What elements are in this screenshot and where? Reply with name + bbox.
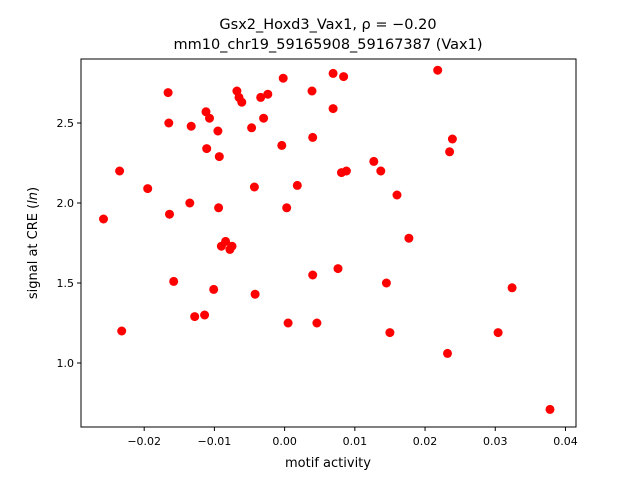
chart-title-line1: Gsx2_Hoxd3_Vax1, ρ = −0.20 [219,17,436,33]
data-point [237,97,247,107]
data-point [385,328,395,338]
data-point [164,118,174,128]
y-tick-label: 2.0 [57,197,75,210]
data-point [247,123,257,133]
x-tick-label: 0.01 [343,435,368,448]
x-tick-label: 0.02 [413,435,438,448]
data-point [283,318,293,328]
data-point [278,73,288,83]
x-axis-ticks: −0.02 −0.01 0.00 0.01 0.02 0.03 0.04 [127,427,578,448]
data-point [227,241,237,251]
x-tick-label: 0.00 [272,435,297,448]
y-axis-label: signal at CRE (ln) [26,187,41,299]
x-tick-label: 0.04 [553,435,578,448]
data-point [339,72,349,82]
data-point [256,92,266,102]
data-point [200,310,210,320]
data-point [185,198,195,208]
data-point [186,121,196,131]
data-point [445,147,455,157]
data-point [507,283,517,293]
data-point [277,140,287,150]
data-point [312,318,322,328]
data-point [443,348,452,358]
data-point [190,312,200,322]
data-point [292,180,302,190]
data-point [99,214,108,224]
data-points [99,65,555,414]
data-point [165,209,174,219]
data-point [493,328,503,338]
data-point [221,236,231,246]
data-point [381,278,391,288]
axes-frame [80,58,577,428]
data-point [376,166,386,176]
x-tick-label: −0.02 [127,435,161,448]
data-point [250,289,260,299]
data-point [263,89,273,99]
plot-area [80,58,577,428]
data-point [249,182,259,192]
data-point [282,203,292,213]
data-point [308,270,318,280]
data-point [115,166,125,176]
data-point [214,203,224,213]
data-point [369,156,379,166]
data-point [117,326,127,336]
data-point [169,276,179,286]
data-point [214,152,224,162]
data-point [341,166,351,176]
data-point [307,86,317,96]
x-tick-label: 0.03 [483,435,508,448]
data-point [143,184,153,194]
data-point [328,104,338,114]
y-axis-ticks: 1.0 1.5 2.0 2.5 [57,117,81,370]
y-tick-label: 1.0 [57,357,75,370]
data-point [163,88,173,98]
data-point [259,113,269,123]
data-point [545,404,555,414]
data-point [392,190,402,200]
data-point [433,65,443,75]
x-tick-label: −0.01 [198,435,232,448]
data-point [447,134,457,144]
data-point [205,113,214,123]
data-point [328,68,338,78]
y-tick-label: 2.5 [57,117,75,130]
data-point [333,264,343,274]
data-point [404,233,414,243]
x-axis-label: motif activity [285,456,371,471]
data-point [209,284,219,294]
data-point [308,132,318,142]
data-point [202,144,212,154]
data-point [213,126,223,136]
y-tick-label: 1.5 [57,277,75,290]
chart-title-line2: mm10_chr19_59165908_59167387 (Vax1) [173,37,482,53]
